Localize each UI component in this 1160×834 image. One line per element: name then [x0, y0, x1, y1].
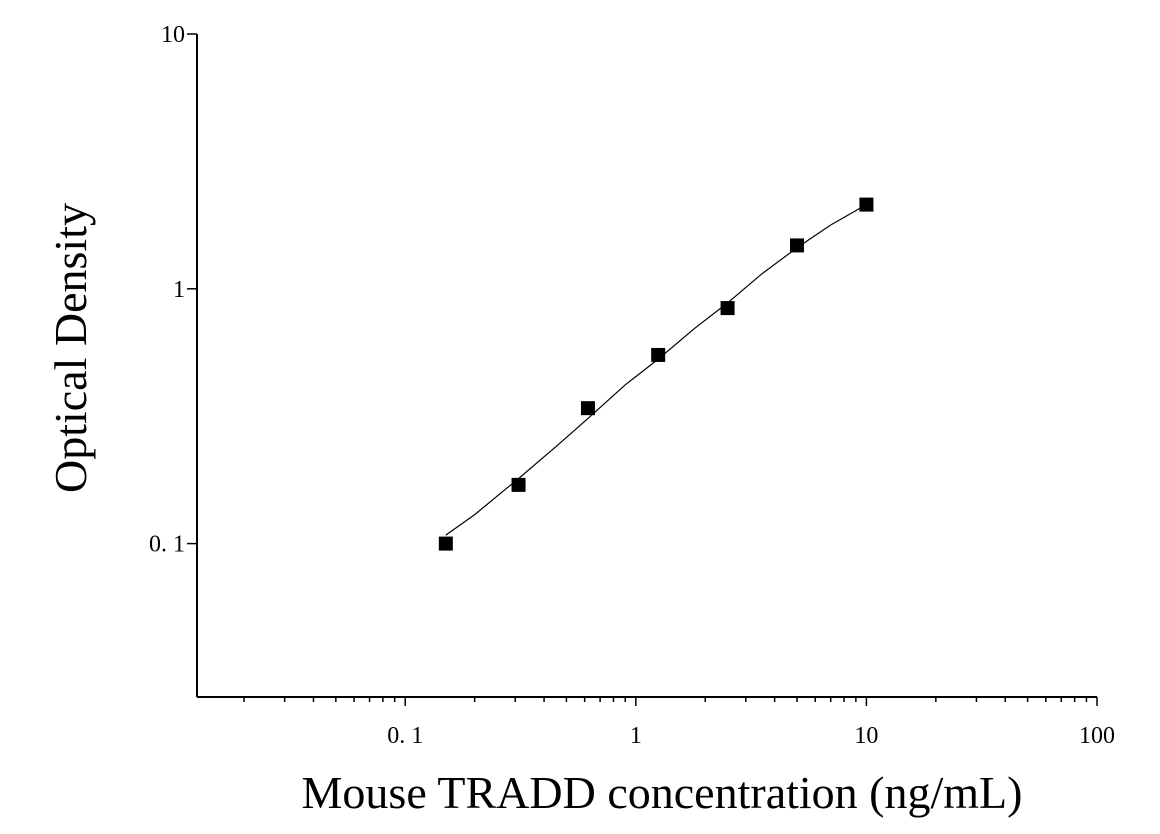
- x-tick-label: 0. 1: [387, 723, 423, 749]
- data-point: [790, 238, 804, 253]
- x-tick-label: 100: [1079, 723, 1115, 749]
- y-tick-label: 0. 1: [149, 532, 185, 558]
- data-points: [438, 197, 874, 551]
- data-point: [651, 347, 666, 362]
- x-tick-label: 1: [630, 723, 642, 749]
- y-tick-label: 10: [161, 22, 185, 48]
- axes: [196, 34, 1097, 698]
- x-axis-title: Mouse TRADD concentration (ng/mL): [302, 767, 1023, 818]
- fit-curve-layer: [445, 204, 867, 536]
- data-point: [438, 536, 453, 551]
- y-axis-title: Optical Density: [45, 203, 96, 493]
- ticks: 0. 1 1 10 100 0. 1 1 10: [149, 22, 1115, 749]
- x-tick-label: 10: [854, 723, 878, 749]
- data-point: [511, 477, 526, 492]
- data-point: [720, 301, 735, 316]
- data-point: [859, 197, 874, 212]
- fit-curve: [445, 204, 867, 536]
- data-point: [580, 401, 595, 416]
- y-tick-label: 1: [173, 277, 185, 303]
